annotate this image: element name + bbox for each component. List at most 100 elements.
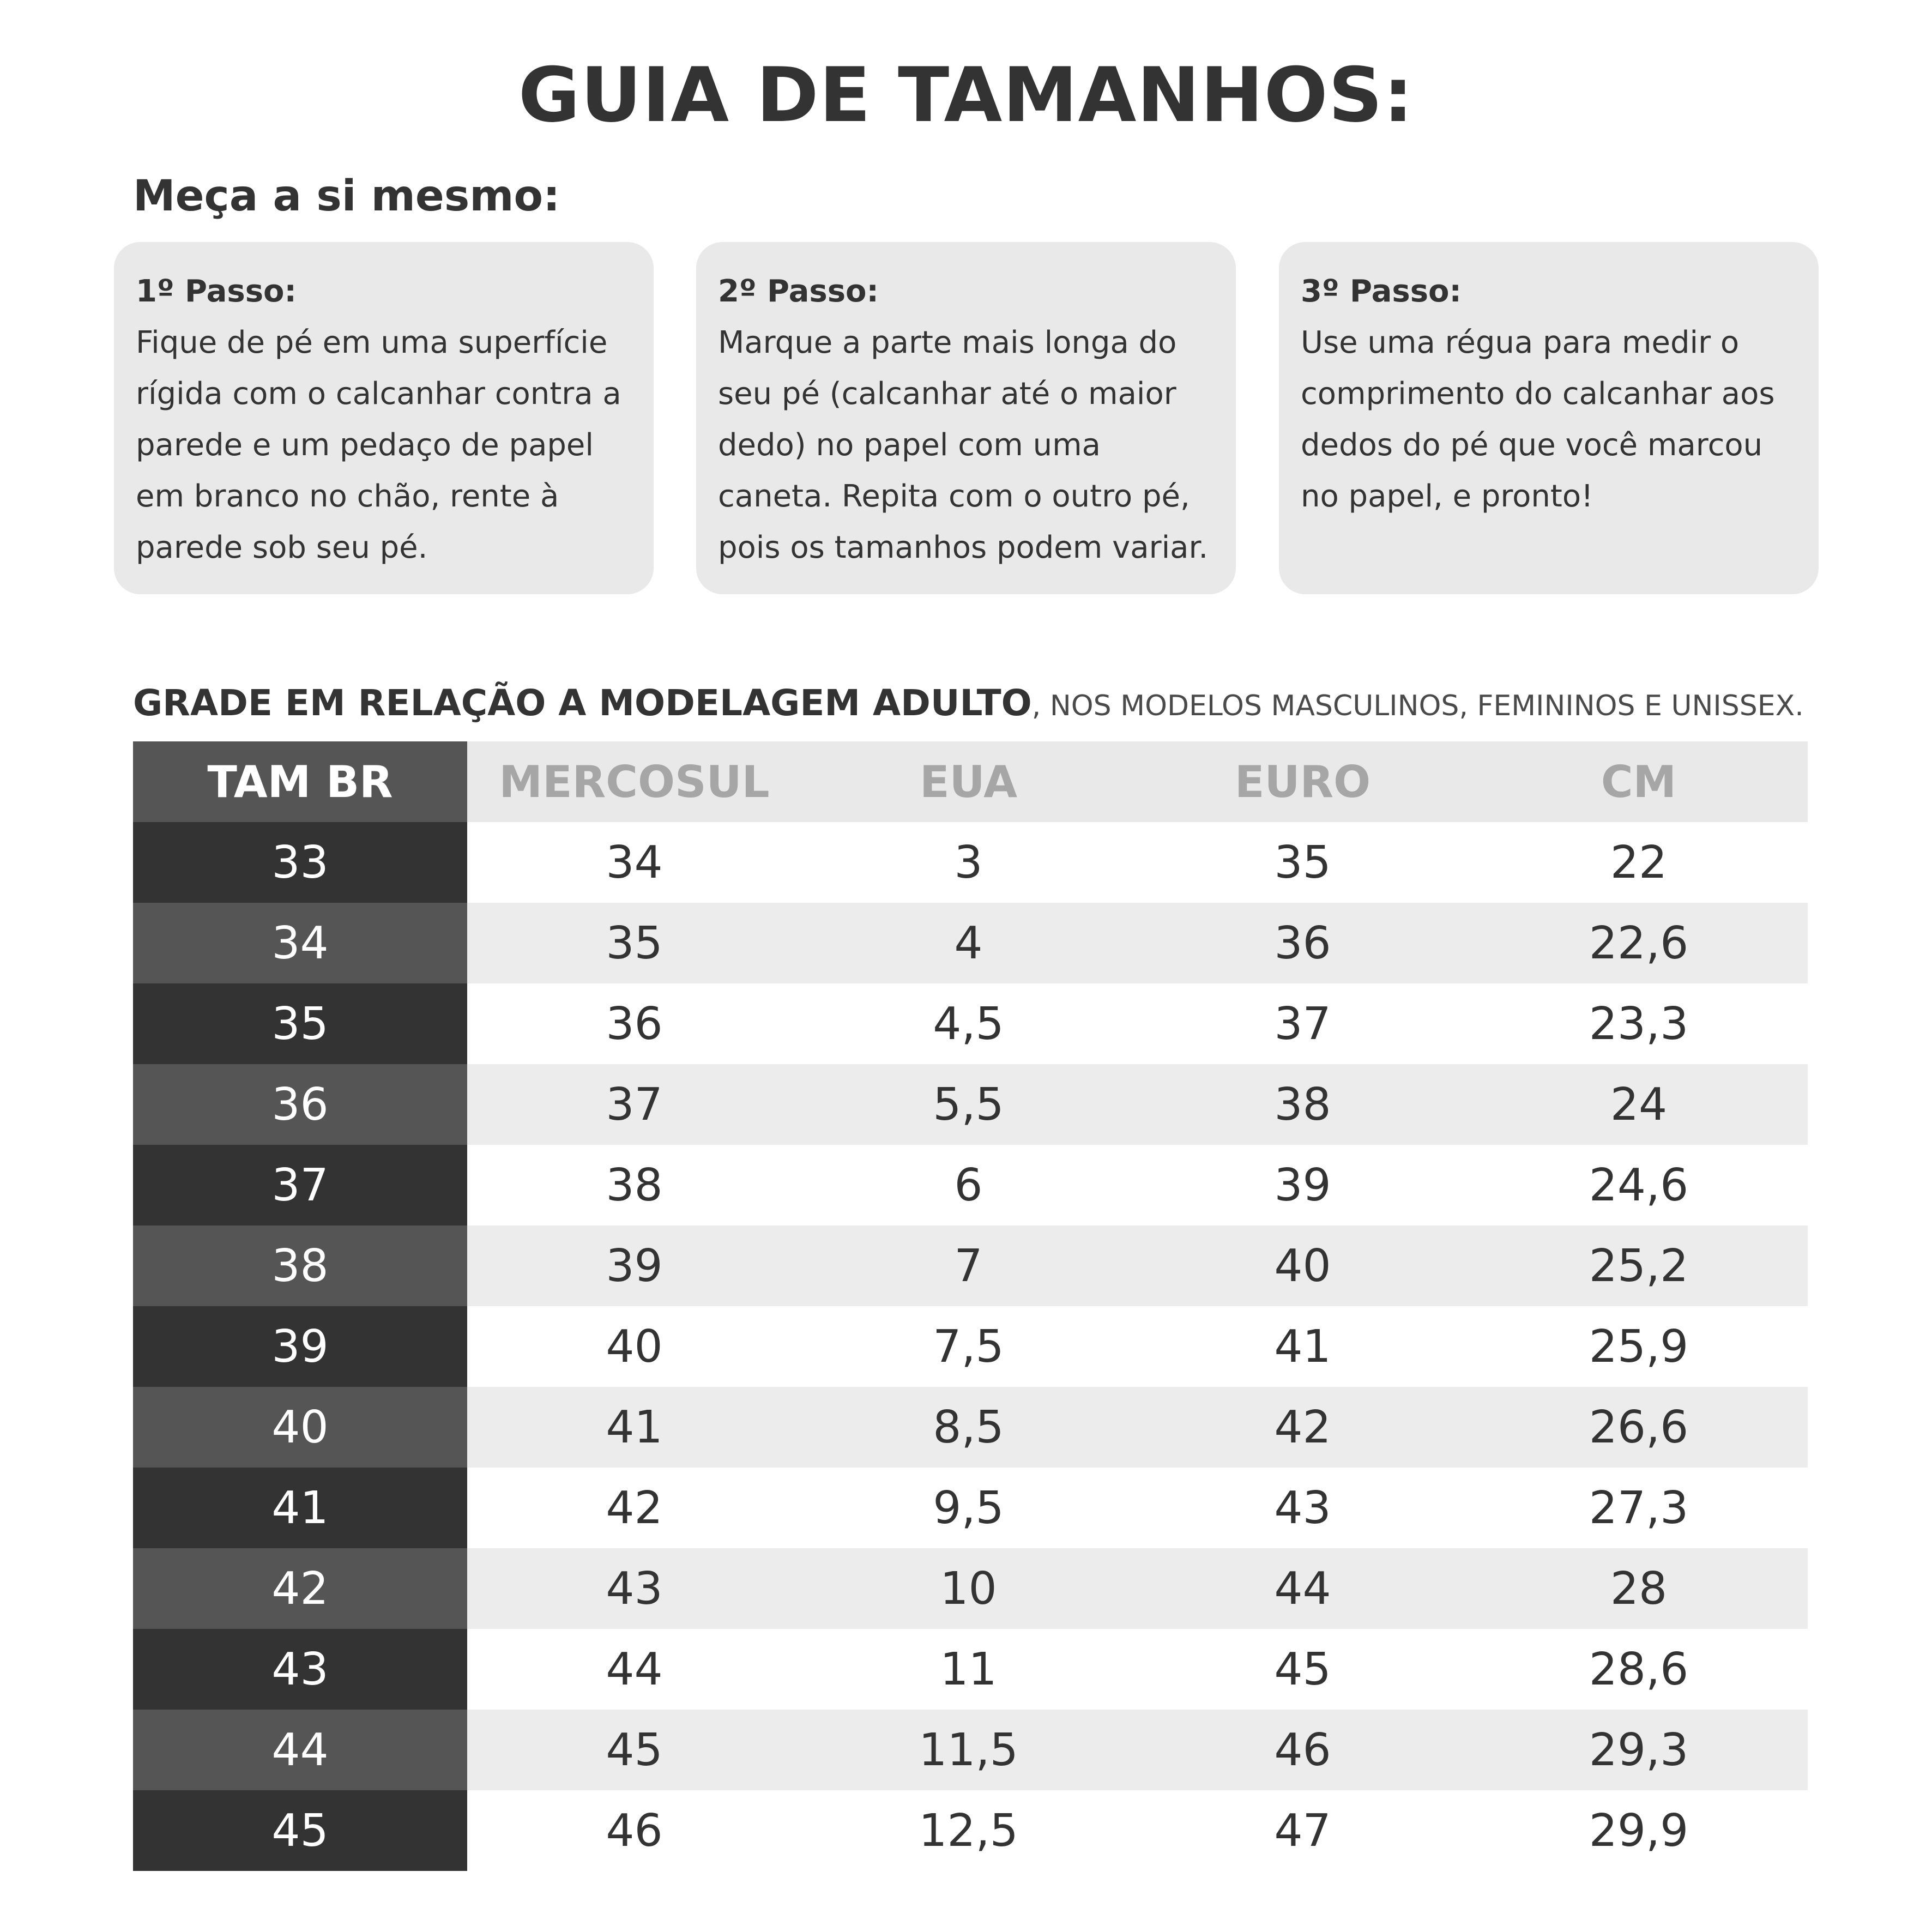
cell-tam-br: 45 [133, 1790, 467, 1871]
cell-tam-br: 37 [133, 1145, 467, 1225]
cell-euro: 46 [1136, 1710, 1470, 1790]
table-row: 38 39 7 40 25,2 [133, 1225, 1808, 1306]
table-row: 37 38 6 39 24,6 [133, 1145, 1808, 1225]
cell-tam-br: 40 [133, 1387, 467, 1468]
cell-mercosul: 35 [467, 903, 801, 983]
cell-euro: 42 [1136, 1387, 1470, 1468]
step-title: 3º Passo: [1301, 274, 1462, 309]
step-card-2: 2º Passo: Marque a parte mais longa do s… [696, 242, 1236, 594]
cell-mercosul: 38 [467, 1145, 801, 1225]
cell-euro: 37 [1136, 983, 1470, 1064]
cell-mercosul: 39 [467, 1225, 801, 1306]
table-row: 40 41 8,5 42 26,6 [133, 1387, 1808, 1468]
table-row: 45 46 12,5 47 29,9 [133, 1790, 1808, 1871]
cell-eua: 8,5 [801, 1387, 1136, 1468]
page-title: GUIA DE TAMANHOS: [518, 51, 1414, 139]
cell-tam-br: 41 [133, 1468, 467, 1548]
cell-eua: 11 [801, 1629, 1136, 1710]
cell-euro: 44 [1136, 1548, 1470, 1629]
step-title: 1º Passo: [136, 274, 297, 309]
cell-cm: 23,3 [1470, 983, 1808, 1064]
cell-eua: 6 [801, 1145, 1136, 1225]
cell-tam-br: 42 [133, 1548, 467, 1629]
cell-tam-br: 44 [133, 1710, 467, 1790]
cell-euro: 47 [1136, 1790, 1470, 1871]
step-text: Marque a parte mais longa do seu pé (cal… [718, 325, 1209, 565]
step-card-3: 3º Passo: Use uma régua para medir o com… [1279, 242, 1819, 594]
cell-euro: 38 [1136, 1064, 1470, 1145]
header-tam-br: TAM BR [133, 741, 467, 822]
cell-mercosul: 46 [467, 1790, 801, 1871]
cell-eua: 10 [801, 1548, 1136, 1629]
cell-cm: 22,6 [1470, 903, 1808, 983]
cell-mercosul: 40 [467, 1306, 801, 1387]
cell-eua: 3 [801, 822, 1136, 903]
cell-cm: 28 [1470, 1548, 1808, 1629]
cell-cm: 26,6 [1470, 1387, 1808, 1468]
table-row: 42 43 10 44 28 [133, 1548, 1808, 1629]
cell-tam-br: 33 [133, 822, 467, 903]
size-table: TAM BR MERCOSUL EUA EURO CM 33 34 3 35 22 34 3… [133, 741, 1808, 1871]
grade-caption-bold: GRADE EM RELAÇÃO A MODELAGEM ADULTO [133, 682, 1032, 724]
cell-cm: 27,3 [1470, 1468, 1808, 1548]
cell-cm: 29,3 [1470, 1710, 1808, 1790]
cell-euro: 40 [1136, 1225, 1470, 1306]
cell-cm: 22 [1470, 822, 1808, 903]
cell-tam-br: 36 [133, 1064, 467, 1145]
step-title: 2º Passo: [718, 274, 879, 309]
cell-cm: 25,9 [1470, 1306, 1808, 1387]
cell-tam-br: 43 [133, 1629, 467, 1710]
header-eua: EUA [801, 741, 1136, 822]
cell-mercosul: 45 [467, 1710, 801, 1790]
cell-euro: 35 [1136, 822, 1470, 903]
cell-mercosul: 37 [467, 1064, 801, 1145]
cell-tam-br: 34 [133, 903, 467, 983]
step-text: Fique de pé em uma superfície rígida com… [136, 325, 621, 565]
table-row: 34 35 4 36 22,6 [133, 903, 1808, 983]
step-text: Use uma régua para medir o comprimento d… [1301, 325, 1775, 514]
cell-cm: 25,2 [1470, 1225, 1808, 1306]
table-row: 44 45 11,5 46 29,3 [133, 1710, 1808, 1790]
cell-mercosul: 43 [467, 1548, 801, 1629]
cell-mercosul: 34 [467, 822, 801, 903]
cell-tam-br: 35 [133, 983, 467, 1064]
table-row: 43 44 11 45 28,6 [133, 1629, 1808, 1710]
table-row: 36 37 5,5 38 24 [133, 1064, 1808, 1145]
cell-tam-br: 39 [133, 1306, 467, 1387]
cell-cm: 24 [1470, 1064, 1808, 1145]
step-card-1: 1º Passo: Fique de pé em uma superfície … [114, 242, 654, 594]
measure-subtitle: Meça a si mesmo: [133, 172, 560, 221]
cell-mercosul: 44 [467, 1629, 801, 1710]
table-header-row: TAM BR MERCOSUL EUA EURO CM [133, 741, 1808, 822]
grade-caption-light: , NOS MODELOS MASCULINOS, FEMININOS E UN… [1031, 690, 1804, 722]
cell-eua: 4,5 [801, 983, 1136, 1064]
cell-tam-br: 38 [133, 1225, 467, 1306]
cell-eua: 7 [801, 1225, 1136, 1306]
cell-euro: 41 [1136, 1306, 1470, 1387]
cell-eua: 7,5 [801, 1306, 1136, 1387]
cell-eua: 12,5 [801, 1790, 1136, 1871]
table-row: 35 36 4,5 37 23,3 [133, 983, 1808, 1064]
table-body: 33 34 3 35 22 34 35 4 36 22,6 35 36 4,5 37 23,3 36 37 5,5… [133, 822, 1808, 1871]
cell-eua: 11,5 [801, 1710, 1136, 1790]
header-euro: EURO [1136, 741, 1470, 822]
table-row: 41 42 9,5 43 27,3 [133, 1468, 1808, 1548]
cell-euro: 36 [1136, 903, 1470, 983]
table-row: 33 34 3 35 22 [133, 822, 1808, 903]
cell-euro: 45 [1136, 1629, 1470, 1710]
table-row: 39 40 7,5 41 25,9 [133, 1306, 1808, 1387]
cell-eua: 5,5 [801, 1064, 1136, 1145]
header-cm: CM [1470, 741, 1808, 822]
cell-euro: 39 [1136, 1145, 1470, 1225]
cell-cm: 29,9 [1470, 1790, 1808, 1871]
grade-caption: GRADE EM RELAÇÃO A MODELAGEM ADULTO, NOS… [133, 676, 1804, 740]
header-mercosul: MERCOSUL [467, 741, 801, 822]
cell-mercosul: 41 [467, 1387, 801, 1468]
cell-euro: 43 [1136, 1468, 1470, 1548]
cell-eua: 9,5 [801, 1468, 1136, 1548]
cell-cm: 24,6 [1470, 1145, 1808, 1225]
cell-mercosul: 36 [467, 983, 801, 1064]
cell-mercosul: 42 [467, 1468, 801, 1548]
cell-eua: 4 [801, 903, 1136, 983]
cell-cm: 28,6 [1470, 1629, 1808, 1710]
